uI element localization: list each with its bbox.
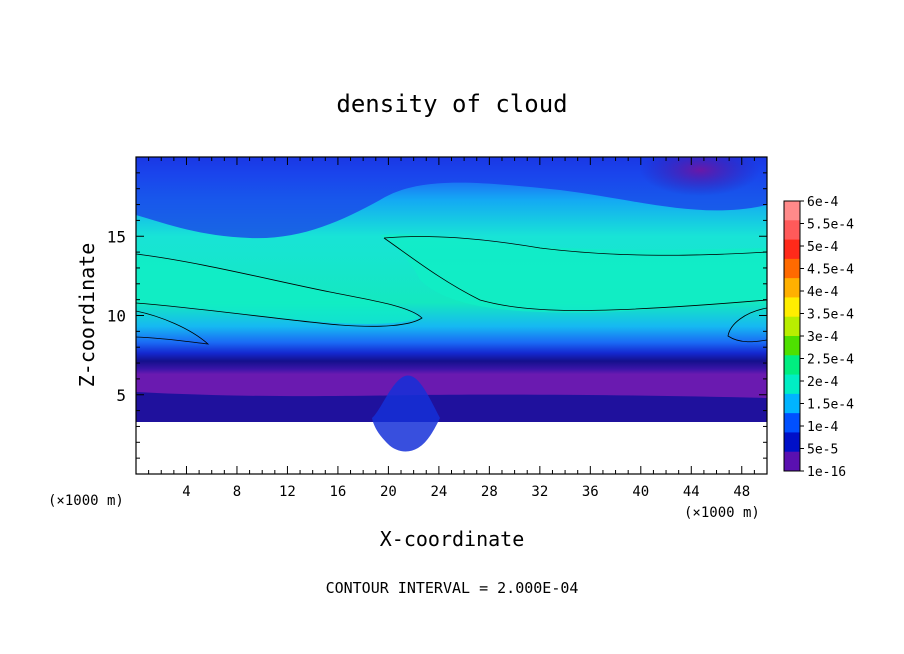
y-axis-title: Z-coordinate <box>75 243 99 388</box>
colorbar-swatch <box>784 451 800 472</box>
colorbar-label: 6e-4 <box>807 195 838 210</box>
x-unit-right: (×1000 m) <box>684 505 760 521</box>
x-tick-label: 24 <box>430 484 447 500</box>
colorbar-label: 1.5e-4 <box>807 398 854 413</box>
dip-purple-plume <box>372 375 440 452</box>
x-tick-label: 40 <box>632 484 649 500</box>
x-axis: 4 8 12 16 20 24 28 32 36 40 44 48 <box>148 157 755 500</box>
colorbar: 6e-4 5.5e-4 5e-4 4.5e-4 4e-4 3.5e-4 3e-4 2.5e-4… <box>783 195 854 480</box>
colorbar-swatch <box>784 278 800 298</box>
colorbar-label: 5.5e-4 <box>807 218 854 233</box>
colorbar-swatch <box>784 355 800 376</box>
colorbar-label: 4e-4 <box>807 285 838 300</box>
x-tick-label: 48 <box>733 484 750 500</box>
contour-line <box>136 310 210 345</box>
y-tick-label: 5 <box>116 386 126 405</box>
colorbar-label: 4.5e-4 <box>807 263 854 278</box>
x-tick-label: 36 <box>582 484 599 500</box>
contour-line <box>727 307 767 343</box>
colorbar-swatch <box>784 432 800 453</box>
x-tick-label: 16 <box>329 484 346 500</box>
upper-dark-band <box>136 157 767 239</box>
x-axis-title: X-coordinate <box>380 527 525 551</box>
colorbar-swatch <box>784 297 800 318</box>
colorbar-swatch <box>784 239 800 260</box>
colorbar-label: 3e-4 <box>807 330 838 345</box>
colorbar-swatch <box>784 393 800 414</box>
upper-right-purple <box>640 157 760 196</box>
colorbar-swatch <box>784 220 800 241</box>
contour-line <box>136 253 423 327</box>
x-unit-left: (×1000 m) <box>48 493 124 509</box>
contour-line <box>383 236 767 311</box>
colorbar-swatch <box>784 258 800 279</box>
x-tick-label: 8 <box>233 484 241 500</box>
colorbar-label: 1e-16 <box>807 465 846 480</box>
chart-title: density of cloud <box>336 90 567 118</box>
colorbar-label: 5e-4 <box>807 240 838 255</box>
colorbar-swatch <box>784 413 800 433</box>
colorbar-label: 1e-4 <box>807 420 838 435</box>
colorbar-swatch <box>784 374 800 395</box>
colorbar-swatch <box>784 316 800 337</box>
x-tick-label: 20 <box>380 484 397 500</box>
y-axis: 5 10 15 <box>107 172 767 459</box>
x-tick-label: 28 <box>481 484 498 500</box>
x-tick-label: 4 <box>182 484 190 500</box>
lower-dark-band <box>136 392 767 422</box>
y-tick-label: 15 <box>107 227 126 246</box>
x-tick-label: 12 <box>279 484 296 500</box>
colorbar-label: 5e-5 <box>807 443 838 458</box>
colorbar-label: 2.5e-4 <box>807 353 854 368</box>
y-tick-label: 10 <box>107 307 126 326</box>
colorbar-swatch <box>784 201 800 221</box>
colorbar-swatch <box>784 336 800 356</box>
colorbar-label: 2e-4 <box>807 375 838 390</box>
ground-surface <box>136 422 767 474</box>
plot-area <box>136 157 767 474</box>
mid-cyan-band <box>380 234 767 313</box>
colorbar-label: 3.5e-4 <box>807 308 854 323</box>
x-tick-label: 44 <box>683 484 700 500</box>
x-tick-label: 32 <box>531 484 548 500</box>
contour-interval-note: CONTOUR INTERVAL = 2.000E-04 <box>326 579 579 597</box>
left-cyan-band <box>136 255 420 324</box>
